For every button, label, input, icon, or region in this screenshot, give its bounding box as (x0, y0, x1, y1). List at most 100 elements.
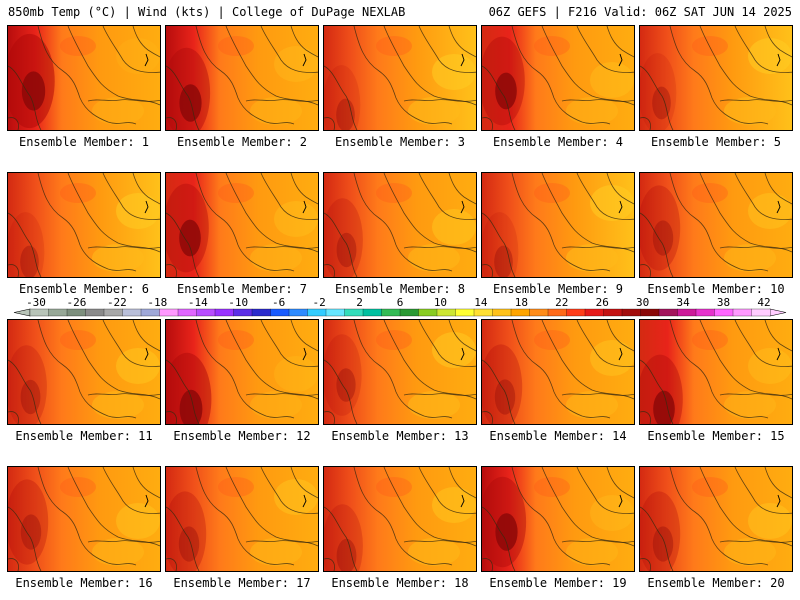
ensemble-map-panel (165, 319, 319, 425)
ensemble-map-panel (481, 466, 635, 572)
ensemble-member-label: Ensemble Member: 18 (331, 576, 469, 590)
colorbar-segment (566, 308, 586, 317)
ensemble-member-label: Ensemble Member: 7 (176, 282, 308, 296)
colorbar-segment (177, 308, 197, 317)
colorbar-segment (344, 308, 364, 317)
colorbar-segment (48, 308, 68, 317)
temperature-map (166, 467, 318, 571)
temperature-map (482, 173, 634, 277)
ensemble-map-panel (481, 319, 635, 425)
ensemble-map-panel (639, 25, 793, 131)
colorbar-segment (695, 308, 715, 317)
ensemble-member-label: Ensemble Member: 4 (492, 135, 624, 149)
colorbar-segment (270, 308, 290, 317)
colorbar-segment (455, 308, 475, 317)
colorbar-segment (325, 308, 345, 317)
colorbar-segment (381, 308, 401, 317)
colorbar-segment (529, 308, 549, 317)
colorbar-tick-label: 6 (397, 297, 404, 309)
ensemble-map-panel (481, 172, 635, 278)
ensemble-member-label: Ensemble Member: 13 (331, 429, 469, 443)
colorbar-segment (214, 308, 234, 317)
colorbar-segment (159, 308, 179, 317)
temperature-map (166, 26, 318, 130)
colorbar-tick-label: -6 (272, 297, 285, 309)
colorbar-segment (122, 308, 142, 317)
ensemble-map-panel (7, 319, 161, 425)
ensemble-map-panel (323, 319, 477, 425)
ensemble-member-label: Ensemble Member: 14 (489, 429, 627, 443)
colorbar-segment (714, 308, 734, 317)
ensemble-map-panel (7, 25, 161, 131)
temperature-map (166, 173, 318, 277)
colorbar-tick-label: 14 (474, 297, 488, 309)
colorbar-segment (621, 308, 641, 317)
colorbar-segment (640, 308, 660, 317)
temperature-map (640, 26, 792, 130)
colorbar-segment (196, 308, 216, 317)
colorbar-segment (492, 308, 512, 317)
ensemble-member-label: Ensemble Member: 9 (492, 282, 624, 296)
ensemble-member-label: Ensemble Member: 10 (647, 282, 785, 296)
colorbar: -30 -26 -22 -18 -14 -10 -6 -2 2 6 10 14 18 22 26 30 34 38… (13, 297, 787, 317)
ensemble-map-panel (323, 466, 477, 572)
ensemble-member-label: Ensemble Member: 6 (18, 282, 150, 296)
colorbar-segment (29, 308, 49, 317)
ensemble-map-panel (639, 319, 793, 425)
colorbar-tick-label: -2 (312, 297, 325, 309)
temperature-map (324, 26, 476, 130)
ensemble-map-panel (323, 25, 477, 131)
colorbar-tick-label: 10 (434, 297, 447, 309)
colorbar-segment (307, 308, 327, 317)
temperature-map (482, 467, 634, 571)
ensemble-map-panel (165, 466, 319, 572)
temperature-map (8, 173, 160, 277)
ensemble-member-label: Ensemble Member: 2 (176, 135, 308, 149)
header-left-title: 850mb Temp (°C) | Wind (kts) | College o… (8, 5, 406, 19)
temperature-map (324, 173, 476, 277)
ensemble-member-label: Ensemble Member: 15 (647, 429, 785, 443)
colorbar-segment (251, 308, 271, 317)
temperature-map (482, 26, 634, 130)
colorbar-tick-label: 22 (555, 297, 568, 309)
ensemble-member-label: Ensemble Member: 16 (15, 576, 153, 590)
ensemble-member-label: Ensemble Member: 5 (650, 135, 782, 149)
ensemble-member-label: Ensemble Member: 1 (18, 135, 150, 149)
ensemble-member-label: Ensemble Member: 17 (173, 576, 311, 590)
colorbar-segment (85, 308, 105, 317)
ensemble-map-panel (481, 25, 635, 131)
colorbar-segment (288, 308, 308, 317)
colorbar-segment (751, 308, 771, 317)
ensemble-member-label: Ensemble Member: 3 (334, 135, 466, 149)
colorbar-segment (584, 308, 604, 317)
temperature-map (8, 467, 160, 571)
colorbar-segment (677, 308, 697, 317)
colorbar-tick-label: -18 (147, 297, 167, 309)
ensemble-map-panel (165, 172, 319, 278)
colorbar-segment (66, 308, 86, 317)
temperature-map (482, 320, 634, 424)
ensemble-map-panel (323, 172, 477, 278)
colorbar-tick-label: -26 (67, 297, 87, 309)
temperature-map (640, 467, 792, 571)
colorbar-segment (140, 308, 160, 317)
colorbar-tick-label: 42 (757, 297, 770, 309)
colorbar-tick-label: -10 (228, 297, 248, 309)
ensemble-member-label: Ensemble Member: 19 (489, 576, 627, 590)
colorbar-segment (103, 308, 123, 317)
colorbar-tick-label: 2 (356, 297, 363, 309)
colorbar-tick-label: 34 (676, 297, 690, 309)
colorbar-segment (399, 308, 419, 317)
ensemble-member-label: Ensemble Member: 11 (15, 429, 153, 443)
colorbar-segment (436, 308, 456, 317)
colorbar-left-arrow (13, 308, 31, 317)
colorbar-tick-label: -30 (26, 297, 46, 309)
ensemble-map-panel (7, 466, 161, 572)
temperature-map (640, 173, 792, 277)
colorbar-segment (233, 308, 253, 317)
ensemble-member-label: Ensemble Member: 20 (647, 576, 785, 590)
temperature-map (8, 26, 160, 130)
temperature-map (324, 320, 476, 424)
ensemble-map-panel (639, 172, 793, 278)
header-right-title: 06Z GEFS | F216 Valid: 06Z SAT JUN 14 20… (488, 5, 792, 19)
